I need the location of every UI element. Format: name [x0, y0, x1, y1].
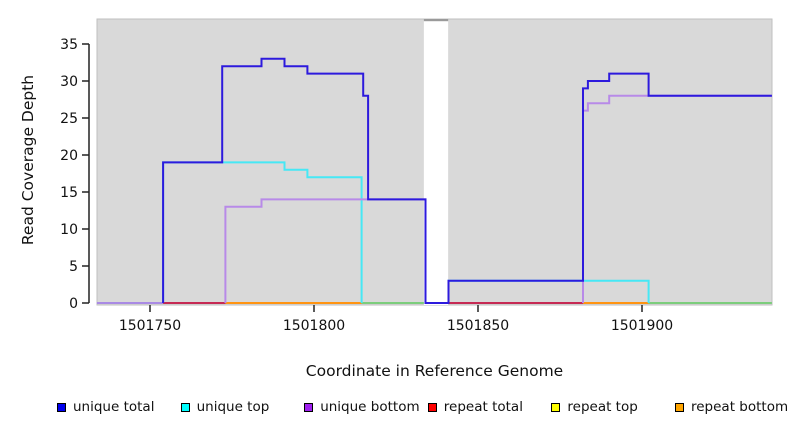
y-tick-label: 20 [60, 148, 78, 164]
x-tick-label: 1501850 [447, 318, 509, 334]
x-tick-label: 1501800 [283, 318, 345, 334]
y-tick-label: 25 [60, 111, 78, 127]
series-unique-total [162, 57, 772, 304]
y-tick-label: 5 [69, 259, 78, 275]
coverage-gap-band [423, 21, 449, 305]
x-tick-label: 1501750 [119, 318, 181, 334]
y-tick-label: 35 [60, 37, 78, 53]
y-tick-label: 30 [60, 74, 78, 90]
y-tick-label: 15 [60, 185, 78, 201]
x-tick-label: 1501900 [611, 318, 673, 334]
y-tick-label: 0 [69, 296, 78, 312]
y-axis-title: Read Coverage Depth [19, 74, 37, 246]
x-axis-title: Coordinate in Reference Genome [305, 362, 564, 380]
coverage-gap-cap [423, 19, 449, 22]
y-tick-label: 10 [60, 222, 78, 238]
